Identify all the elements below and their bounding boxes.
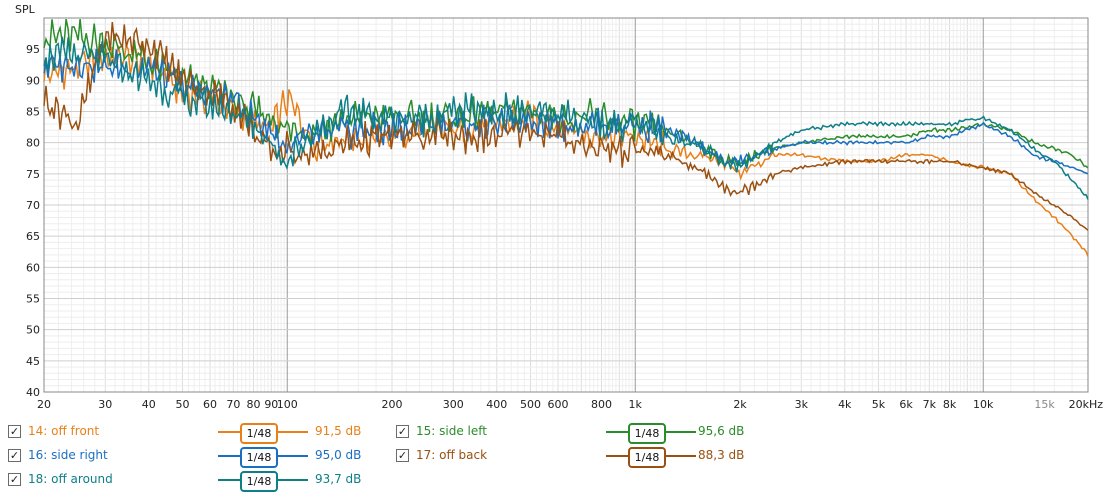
legend-level-value: 88,3 dB <box>698 448 745 462</box>
legend-level-value: 95,0 dB <box>315 448 362 462</box>
smoothing-label: 1/48 <box>628 447 666 468</box>
y-tick-label: 55 <box>26 293 40 306</box>
x-tick-label: 7k <box>923 398 937 411</box>
visibility-checkbox[interactable]: ✓ <box>396 449 409 462</box>
legend-series-label: 14: off front <box>28 424 100 438</box>
series-line-3 <box>43 48 1089 175</box>
visibility-checkbox[interactable]: ✓ <box>396 425 409 438</box>
y-axis-title: SPL <box>15 3 36 16</box>
x-tick-label: 10k <box>973 398 994 411</box>
y-tick-label: 65 <box>26 230 40 243</box>
x-tick-label: 1k <box>629 398 643 411</box>
y-tick-label: 80 <box>26 137 40 150</box>
smoothing-badge[interactable]: 1/48 <box>606 446 696 468</box>
legend-level-value: 91,5 dB <box>315 424 362 438</box>
x-tick-label: 15k <box>1034 398 1055 411</box>
x-tick-label: 300 <box>443 398 464 411</box>
x-tick-label: 4k <box>838 398 852 411</box>
x-tick-label: 40 <box>142 398 156 411</box>
x-tick-label: 30 <box>98 398 112 411</box>
visibility-checkbox[interactable]: ✓ <box>8 449 21 462</box>
legend: ✓ 14: off front 1/48 91,5 dB ✓ 15: side left 1… <box>0 418 1108 492</box>
legend-series-label: 15: side left <box>416 424 487 438</box>
legend-series-label: 18: off around <box>28 472 113 486</box>
legend-series-label: 16: side right <box>28 448 108 462</box>
x-tick-label: 6k <box>899 398 913 411</box>
smoothing-label: 1/48 <box>240 447 278 468</box>
frequency-response-chart: SPL 95 90 85 80 75 70 65 60 55 50 45 40 20 30 40 50 60 7… <box>15 3 1104 411</box>
x-tick-label: 100 <box>277 398 298 411</box>
series-line-5 <box>43 36 1089 200</box>
plot-frame <box>43 17 1089 393</box>
visibility-checkbox[interactable]: ✓ <box>8 473 21 486</box>
x-tick-label: 400 <box>486 398 507 411</box>
x-tick-label: 8k <box>943 398 957 411</box>
smoothing-badge[interactable]: 1/48 <box>218 446 308 468</box>
x-tick-label: 200 <box>382 398 403 411</box>
smoothing-badge[interactable]: 1/48 <box>606 422 696 444</box>
visibility-checkbox[interactable]: ✓ <box>8 425 21 438</box>
y-tick-label: 60 <box>26 261 40 274</box>
x-tick-label: 80 <box>247 398 261 411</box>
x-tick-label: 800 <box>591 398 612 411</box>
smoothing-label: 1/48 <box>240 423 278 444</box>
x-tick-label: 70 <box>226 398 240 411</box>
smoothing-badge[interactable]: 1/48 <box>218 422 308 444</box>
smoothing-label: 1/48 <box>240 471 278 492</box>
x-tick-label: 20 <box>37 398 51 411</box>
smoothing-label: 1/48 <box>628 423 666 444</box>
series-line-4 <box>43 22 1089 231</box>
legend-level-value: 93,7 dB <box>315 472 362 486</box>
y-tick-label: 90 <box>26 74 40 87</box>
y-tick-label: 85 <box>26 106 40 119</box>
x-tick-label: 50 <box>175 398 189 411</box>
x-tick-label: 5k <box>872 398 886 411</box>
x-tick-label: 60 <box>203 398 217 411</box>
legend-series-label: 17: off back <box>416 448 488 462</box>
legend-level-value: 95,6 dB <box>698 424 745 438</box>
x-tick-label: 3k <box>795 398 809 411</box>
x-tick-label: 2k <box>733 398 747 411</box>
x-tick-label: 20kHz <box>1069 398 1104 411</box>
y-tick-label: 40 <box>26 386 40 399</box>
y-tick-label: 50 <box>26 324 40 337</box>
x-tick-label: 600 <box>548 398 569 411</box>
y-tick-label: 95 <box>26 43 40 56</box>
x-tick-label: 90 <box>264 398 278 411</box>
y-tick-label: 45 <box>26 355 40 368</box>
y-tick-label: 75 <box>26 168 40 181</box>
x-tick-label: 500 <box>520 398 541 411</box>
y-tick-label: 70 <box>26 199 40 212</box>
smoothing-badge[interactable]: 1/48 <box>218 470 308 492</box>
